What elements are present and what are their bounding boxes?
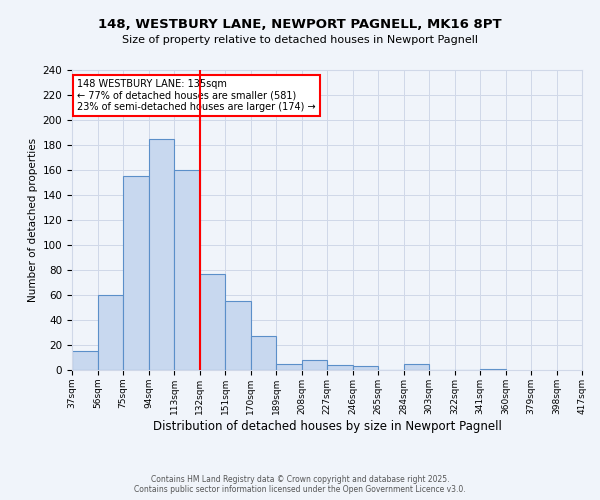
Bar <box>480 369 505 370</box>
Text: 148 WESTBURY LANE: 135sqm
← 77% of detached houses are smaller (581)
23% of semi: 148 WESTBURY LANE: 135sqm ← 77% of detac… <box>77 79 316 112</box>
Bar <box>225 301 251 370</box>
Bar <box>276 364 302 370</box>
Bar <box>327 365 353 370</box>
Bar <box>97 295 123 370</box>
Y-axis label: Number of detached properties: Number of detached properties <box>28 138 38 302</box>
Bar <box>199 274 225 370</box>
Bar <box>302 360 327 370</box>
Bar <box>72 351 97 370</box>
Bar <box>353 366 378 370</box>
X-axis label: Distribution of detached houses by size in Newport Pagnell: Distribution of detached houses by size … <box>152 420 502 432</box>
Bar <box>174 170 199 370</box>
Text: Contains HM Land Registry data © Crown copyright and database right 2025.
Contai: Contains HM Land Registry data © Crown c… <box>134 474 466 494</box>
Text: Size of property relative to detached houses in Newport Pagnell: Size of property relative to detached ho… <box>122 35 478 45</box>
Bar <box>123 176 149 370</box>
Bar <box>404 364 429 370</box>
Bar <box>251 336 276 370</box>
Text: 148, WESTBURY LANE, NEWPORT PAGNELL, MK16 8PT: 148, WESTBURY LANE, NEWPORT PAGNELL, MK1… <box>98 18 502 30</box>
Bar <box>149 138 174 370</box>
